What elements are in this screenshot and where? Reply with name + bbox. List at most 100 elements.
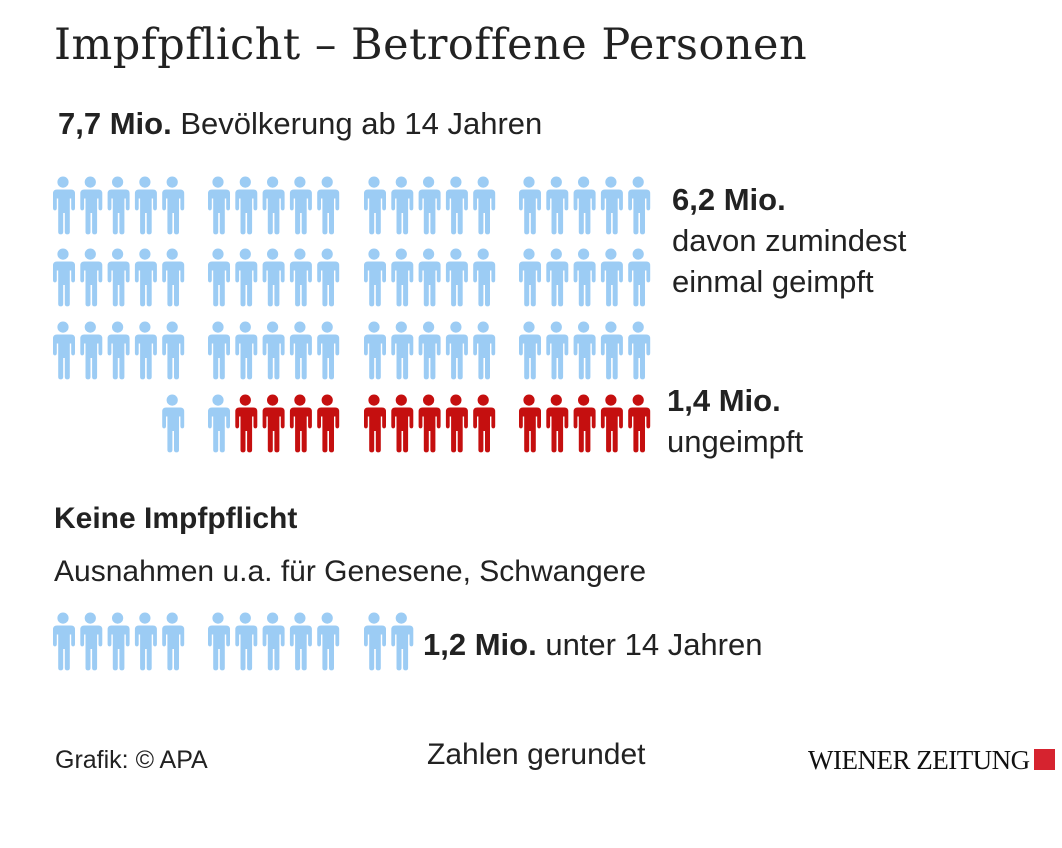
vaccinated-person-icon-1	[80, 176, 103, 235]
under14-person-icon-79	[134, 612, 157, 671]
under14-person-icon-82	[235, 612, 258, 671]
vaccinated-person-icon-30	[364, 248, 386, 307]
total-value: 7,7 Mio.	[58, 106, 172, 141]
unvaccinated-person-icon-69	[445, 394, 468, 453]
under14-person-icon-76	[53, 612, 75, 671]
vaccinated-person-icon-52	[418, 321, 441, 380]
vaccinated-person-icon-49	[317, 321, 340, 380]
vaccinated-person-icon-58	[600, 321, 623, 380]
rounding-note: Zahlen gerundet	[427, 738, 646, 771]
vaccinated-person-icon-35	[519, 248, 541, 307]
vaccinated-person-icon-39	[628, 248, 651, 307]
unvaccinated-person-icon-72	[546, 394, 569, 453]
unvaccinated-person-icon-70	[473, 394, 496, 453]
unvaccinated-person-icon-65	[317, 394, 340, 453]
vaccinated-text-line1: davon zumindest	[672, 223, 907, 258]
vaccinated-person-icon-6	[235, 176, 258, 235]
vaccinated-person-icon-29	[317, 248, 340, 307]
unvaccinated-person-icon-74	[600, 394, 623, 453]
vaccinated-person-icon-34	[473, 248, 496, 307]
under14-label: 1,2 Mio. unter 14 Jahren	[423, 627, 762, 663]
vaccinated-person-icon-10	[364, 176, 386, 235]
vaccinated-person-icon-14	[473, 176, 496, 235]
unvaccinated-person-icon-75	[628, 394, 651, 453]
vaccinated-person-icon-8	[289, 176, 312, 235]
wiener-zeitung-logo: WIENER ZEITUNG	[808, 745, 1055, 776]
vaccinated-value: 6,2 Mio.	[672, 182, 786, 217]
vaccinated-label: 6,2 Mio. davon zumindest einmal geimpft	[672, 179, 906, 302]
vaccinated-person-icon-24	[162, 248, 185, 307]
vaccinated-person-icon-51	[391, 321, 414, 380]
under14-value: 1,2 Mio.	[423, 627, 537, 662]
vaccinated-person-icon-59	[628, 321, 651, 380]
unvaccinated-label: 1,4 Mio. ungeimpft	[667, 380, 803, 462]
vaccinated-person-icon-7	[262, 176, 285, 235]
vaccinated-person-icon-61	[208, 394, 230, 453]
unvaccinated-person-icon-66	[364, 394, 386, 453]
vaccinated-person-icon-31	[391, 248, 414, 307]
unvaccinated-person-icon-64	[289, 394, 312, 453]
total-population: 7,7 Mio. Bevölkerung ab 14 Jahren	[58, 106, 542, 142]
vaccinated-person-icon-40	[53, 321, 75, 380]
vaccinated-person-icon-11	[391, 176, 414, 235]
vaccinated-person-icon-47	[262, 321, 285, 380]
total-label: Bevölkerung ab 14 Jahren	[180, 106, 543, 141]
vaccinated-person-icon-48	[289, 321, 312, 380]
vaccinated-person-icon-54	[473, 321, 496, 380]
vaccinated-person-icon-19	[628, 176, 651, 235]
vaccinated-person-icon-36	[546, 248, 569, 307]
vaccinated-person-icon-12	[418, 176, 441, 235]
vaccinated-person-icon-2	[107, 176, 130, 235]
chart-title: Impfpflicht – Betroffene Personen	[54, 20, 808, 70]
vaccinated-person-icon-4	[162, 176, 185, 235]
under14-person-icon-83	[262, 612, 285, 671]
under14-person-icon-84	[289, 612, 312, 671]
under14-person-icon-85	[317, 612, 340, 671]
vaccinated-person-icon-56	[546, 321, 569, 380]
vaccinated-text-line2: einmal geimpft	[672, 264, 874, 299]
logo-square-icon	[1033, 749, 1055, 770]
vaccinated-person-icon-33	[445, 248, 468, 307]
vaccinated-person-icon-20	[53, 248, 75, 307]
vaccinated-person-icon-18	[600, 176, 623, 235]
vaccinated-person-icon-15	[519, 176, 541, 235]
vaccinated-person-icon-42	[107, 321, 130, 380]
exempt-subheading: Ausnahmen u.a. für Genesene, Schwangere	[54, 555, 647, 588]
vaccinated-person-icon-17	[573, 176, 596, 235]
vaccinated-person-icon-0	[53, 176, 75, 235]
vaccinated-person-icon-46	[235, 321, 258, 380]
under14-text: unter 14 Jahren	[545, 627, 763, 662]
vaccinated-person-icon-3	[134, 176, 157, 235]
vaccinated-person-icon-26	[235, 248, 258, 307]
vaccinated-person-icon-32	[418, 248, 441, 307]
under14-person-icon-87	[391, 612, 414, 671]
vaccinated-person-icon-55	[519, 321, 541, 380]
vaccinated-person-icon-21	[80, 248, 103, 307]
unvaccinated-person-icon-62	[235, 394, 258, 453]
vaccinated-person-icon-43	[134, 321, 157, 380]
vaccinated-person-icon-28	[289, 248, 312, 307]
vaccinated-person-icon-5	[208, 176, 230, 235]
vaccinated-person-icon-38	[600, 248, 623, 307]
logo-text: WIENER ZEITUNG	[808, 745, 1030, 775]
vaccinated-person-icon-23	[134, 248, 157, 307]
unvaccinated-text: ungeimpft	[667, 424, 804, 459]
vaccinated-person-icon-57	[573, 321, 596, 380]
under14-person-icon-80	[162, 612, 185, 671]
vaccinated-person-icon-22	[107, 248, 130, 307]
vaccinated-person-icon-25	[208, 248, 230, 307]
vaccinated-person-icon-27	[262, 248, 285, 307]
under14-person-icon-77	[80, 612, 103, 671]
unvaccinated-person-icon-63	[262, 394, 285, 453]
vaccinated-person-icon-53	[445, 321, 468, 380]
vaccinated-person-icon-16	[546, 176, 569, 235]
unvaccinated-person-icon-68	[418, 394, 441, 453]
unvaccinated-person-icon-71	[519, 394, 541, 453]
unvaccinated-person-icon-73	[573, 394, 596, 453]
under14-person-icon-86	[364, 612, 386, 671]
unvaccinated-value: 1,4 Mio.	[667, 383, 781, 418]
under14-person-icon-78	[107, 612, 130, 671]
vaccinated-person-icon-45	[208, 321, 230, 380]
exempt-heading: Keine Impfpflicht	[54, 502, 298, 535]
